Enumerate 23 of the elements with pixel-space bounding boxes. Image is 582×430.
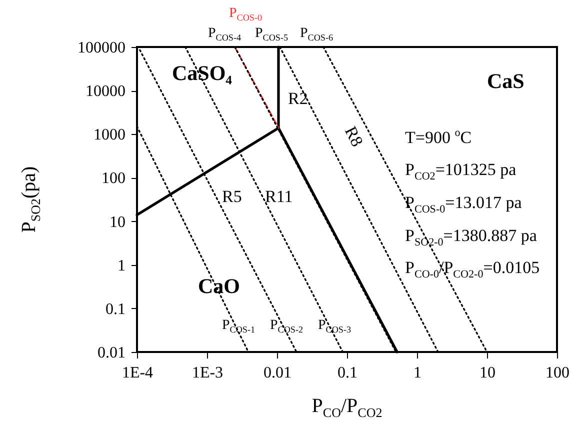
x-tick-label: 1E-3	[192, 364, 224, 382]
y-tick-label: 0.01	[98, 344, 126, 362]
x-tick-label: 0.01	[264, 364, 292, 382]
x-tick-label: 1E-4	[122, 364, 154, 382]
x-tick-label: 0.1	[338, 364, 358, 382]
annotation: R2	[288, 89, 308, 108]
x-tick-label: 10	[480, 364, 496, 382]
annotation: R8	[340, 123, 367, 150]
annotation: CaS	[487, 69, 524, 93]
x-tick-label: 100	[546, 364, 570, 382]
annotation: CaSO₄	[172, 61, 233, 85]
x-tick-label: 1	[414, 364, 422, 382]
y-tick-label: 100	[102, 170, 126, 188]
y-tick-label: 0.1	[106, 300, 126, 318]
y-axis-title: PSO2(pa)	[18, 166, 43, 233]
y-tick-label: 1	[118, 257, 126, 274]
y-tick-label: 10	[110, 214, 126, 231]
y-tick-label: 100000	[78, 40, 126, 56]
y-tick-label: 1000	[94, 126, 126, 144]
annotation: R5	[222, 187, 242, 206]
annotation: R11	[265, 187, 293, 206]
y-tick-label: 10000	[86, 83, 126, 100]
annotation: CaO	[198, 274, 240, 298]
